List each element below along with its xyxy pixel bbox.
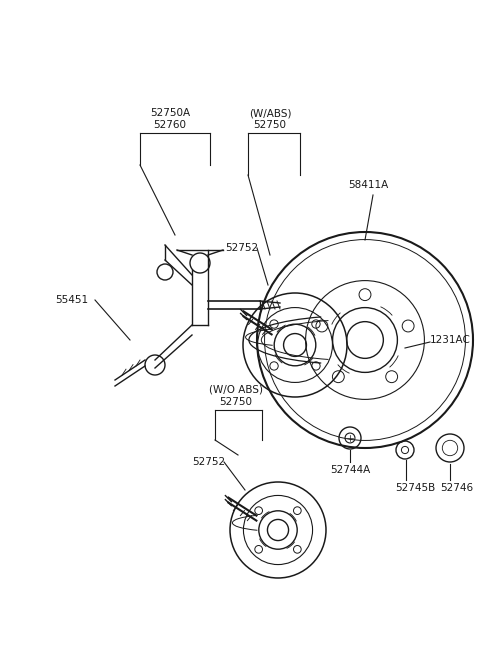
Text: (W/O ABS): (W/O ABS) <box>209 385 263 395</box>
Text: 52745B: 52745B <box>395 483 435 493</box>
Text: 1231AC: 1231AC <box>430 335 471 345</box>
Text: 52750: 52750 <box>253 120 287 130</box>
Text: 52746: 52746 <box>440 483 473 493</box>
Text: 52752: 52752 <box>192 457 225 467</box>
Text: 52750A: 52750A <box>150 108 190 118</box>
Text: 58411A: 58411A <box>348 180 388 190</box>
Text: 52750: 52750 <box>219 397 252 407</box>
Text: 52752: 52752 <box>225 243 258 253</box>
Text: (W/ABS): (W/ABS) <box>249 108 291 118</box>
Text: 52760: 52760 <box>154 120 187 130</box>
Text: 55451: 55451 <box>55 295 88 305</box>
Text: 52744A: 52744A <box>330 465 370 475</box>
